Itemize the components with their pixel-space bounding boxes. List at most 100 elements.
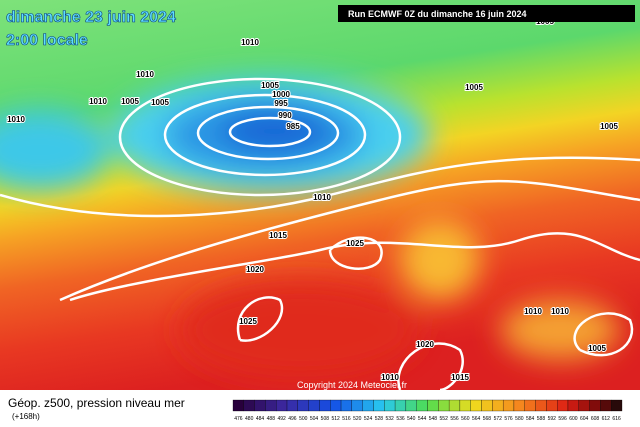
isobar-label: 1005 [151,98,169,107]
scale-label: 580 [515,416,524,422]
scale-label: 604 [580,416,589,422]
isobar-label: 1010 [89,97,107,106]
scale-label: 520 [353,416,362,422]
scale-swatch [276,399,288,412]
forecast-time: 2:00 locale [6,32,88,49]
scale-label: 532 [386,416,395,422]
scale-label: 484 [256,416,265,422]
scale-label: 540 [407,416,416,422]
scale-swatch [459,399,471,412]
isobar-label: 1000 [272,90,290,99]
scale-label: 476 [234,416,243,422]
scale-label: 592 [548,416,557,422]
scale-label: 480 [245,416,254,422]
scale-swatch [340,399,353,412]
forecast-date: dimanche 23 juin 2024 [6,9,176,26]
scale-label: 488 [267,416,276,422]
scale-label: 504 [310,416,319,422]
scale-label: 600 [569,416,578,422]
isobar-label: 985 [286,122,300,131]
scale-label: 528 [375,416,384,422]
scale-swatch [589,399,601,412]
scale-swatch [405,399,417,412]
isobar-label: 1005 [261,81,279,90]
scale-swatch [492,399,504,412]
isobar-label: 1005 [121,97,139,106]
isobar-label: 1005 [588,344,606,353]
scale-swatch [611,399,623,412]
scale-swatch [578,399,590,412]
scale-label: 516 [342,416,351,422]
scale-label: 544 [418,416,427,422]
scale-label: 560 [461,416,470,422]
scale-swatch [427,399,439,412]
isobar-label: 1010 [241,38,259,47]
isobar-label: 1010 [524,307,542,316]
isobar-label: 1010 [313,193,331,202]
scale-swatch [330,399,342,412]
legend-title: Géop. z500, pression niveau mer [8,396,185,410]
copyright: Copyright 2024 Meteociel.fr [297,380,407,390]
scale-swatch [416,399,428,412]
scale-label: 556 [450,416,459,422]
scale-swatch [394,399,407,412]
isobar-label: 1005 [465,83,483,92]
isobars [0,77,640,392]
scale-label: 500 [299,416,308,422]
scale-swatch [319,399,331,412]
scale-swatch [265,399,277,412]
scale-swatch [286,399,298,412]
scale-label: 564 [472,416,481,422]
isobar-label: 1010 [551,307,569,316]
scale-label: 508 [321,416,330,422]
isobar-label: 1010 [136,70,154,79]
scale-swatch [308,399,320,412]
scale-swatch [351,399,363,412]
scale-label: 512 [331,416,340,422]
scale-swatch [546,399,558,412]
scale-swatch [448,399,461,412]
scale-swatch [513,399,525,412]
isobar-label: 1025 [239,317,257,326]
run-info: Run ECMWF 0Z du dimanche 16 juin 2024 [348,9,527,19]
scale-label: 584 [526,416,535,422]
isobar-label: 1020 [246,265,264,274]
scale-swatch [524,399,536,412]
isobar-label: 995 [274,99,288,108]
scale-swatch [362,399,374,412]
scale-label: 492 [277,416,286,422]
scale-label: 552 [440,416,449,422]
isobar-label: 1015 [451,373,469,382]
scale-label: 588 [537,416,546,422]
scale-label: 612 [602,416,611,422]
scale-label: 496 [288,416,297,422]
scale-swatch [232,399,244,412]
scale-label: 548 [429,416,438,422]
isobar-label: 1005 [600,122,618,131]
scale-swatch [567,399,579,412]
color-scale: 476 480 484 488 492 496 500 504 508 512 516 520 524 5… [232,399,623,422]
scale-swatch [373,399,385,412]
field [0,0,640,390]
isobar-label: 1010 [381,373,399,382]
isobar-label: 1025 [346,239,364,248]
scale-swatch [384,399,396,412]
legend-subtitle: (+168h) [12,412,40,421]
run-box: Run ECMWF 0Z du dimanche 16 juin 2024 [338,5,635,22]
scale-label: 616 [612,416,621,422]
scale-swatch [535,399,547,412]
isobar-label: 1020 [416,340,434,349]
scale-label: 524 [364,416,373,422]
isobar-label: 990 [278,111,292,120]
scale-swatch [600,399,612,412]
scale-swatch [502,399,515,412]
scale-swatch [481,399,493,412]
scale-label: 608 [591,416,600,422]
scale-swatch [470,399,482,412]
scale-label: 568 [483,416,492,422]
scale-swatch [438,399,450,412]
scale-label: 596 [558,416,567,422]
isobar-label: 1015 [269,231,287,240]
